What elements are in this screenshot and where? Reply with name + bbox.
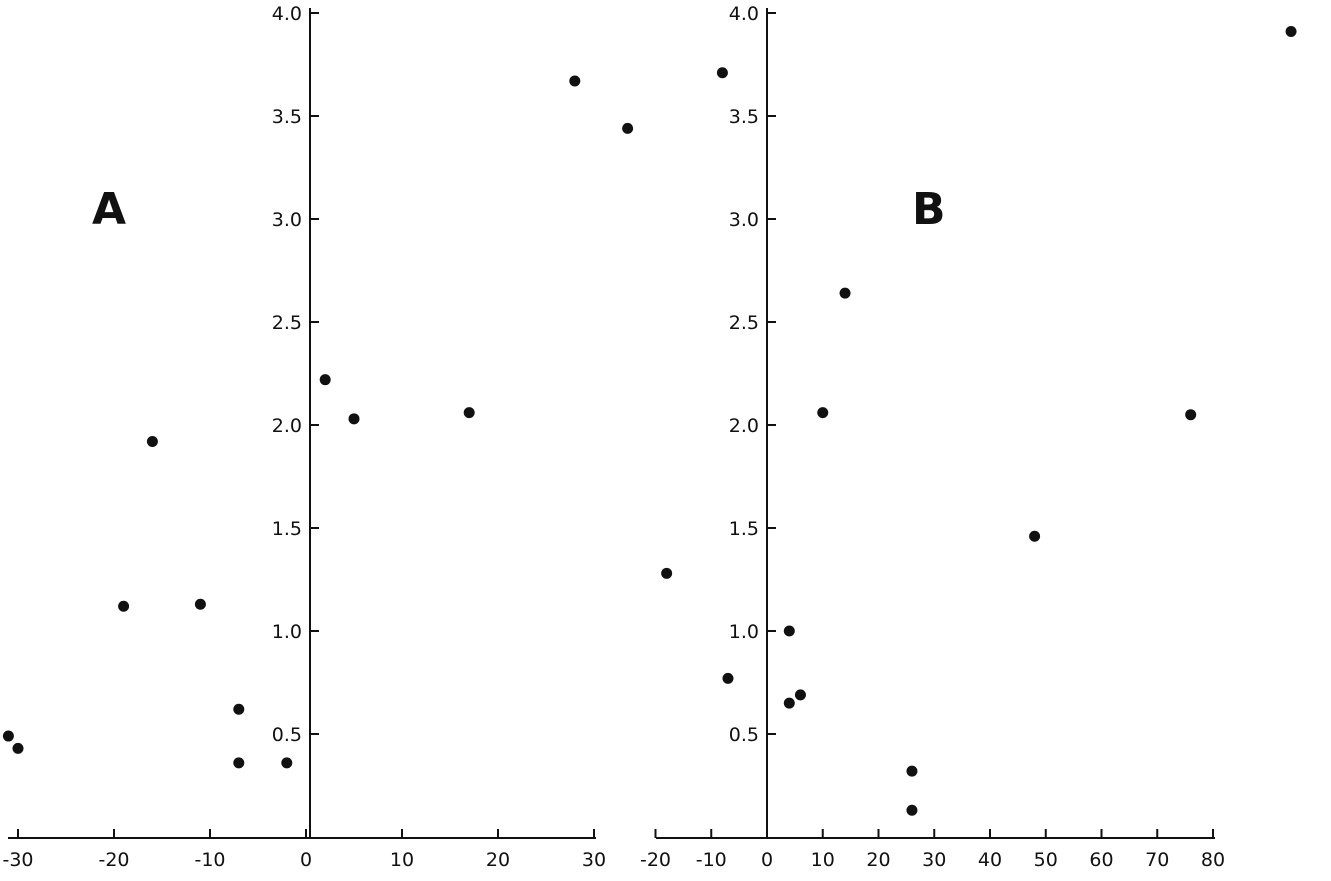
panel-b-data-point xyxy=(906,765,918,777)
panel-b-data-point xyxy=(906,804,918,816)
panel-a-data-point xyxy=(233,757,245,769)
panel-b-x-tick-label: -10 xyxy=(696,849,727,871)
panel-a-y-tick-label: 2.5 xyxy=(272,312,302,334)
panel-a-y-tick-label: 1.5 xyxy=(272,518,302,540)
panel-a-y-tick-label: 2.0 xyxy=(272,415,302,437)
panel-a-x-tick-label: 10 xyxy=(390,849,414,871)
panel-b-y-tick-label: 3.5 xyxy=(729,106,759,128)
panel-a-data-point xyxy=(348,413,360,425)
panel-b-data-point xyxy=(1185,409,1197,421)
panel-a-x-tick-label: -10 xyxy=(194,849,225,871)
panel-b-y-tick-label: 4.0 xyxy=(729,3,759,25)
panel-b-y-tick-label: 3.0 xyxy=(729,209,759,231)
panel-b-data-point xyxy=(622,122,634,134)
panel-b-label: B xyxy=(912,184,946,235)
panel-b-x-tick-label: 40 xyxy=(978,849,1002,871)
panel-b-y-tick-label: 0.5 xyxy=(729,724,759,746)
panel-a-y-tick-label: 1.0 xyxy=(272,621,302,643)
panel-a-data-point xyxy=(463,407,475,419)
panel-b-x-tick-label: 80 xyxy=(1201,849,1225,871)
panel-b-x-tick-label: 20 xyxy=(866,849,890,871)
panel-b-x-tick-label: -20 xyxy=(640,849,671,871)
panel-b-x-tick-label: 70 xyxy=(1145,849,1169,871)
panel-a-data-point xyxy=(233,703,245,715)
panel-a-data-point xyxy=(118,600,130,612)
panel-a-data-point xyxy=(2,730,14,742)
panel-b-data-point xyxy=(783,697,795,709)
panel-b-x-tick-label: 50 xyxy=(1034,849,1058,871)
panel-b-data-point xyxy=(1285,26,1297,38)
panel-a-data-point xyxy=(281,757,293,769)
panel-b-y-tick-label: 1.5 xyxy=(729,518,759,540)
panel-a-y-tick-label: 3.0 xyxy=(272,209,302,231)
panel-b-y-tick-label: 2.5 xyxy=(729,312,759,334)
panel-b-y-tick-label: 1.0 xyxy=(729,621,759,643)
panel-b-data-point xyxy=(783,625,795,637)
panel-b-y-tick-label: 2.0 xyxy=(729,415,759,437)
panel-b-data-point xyxy=(722,672,734,684)
panel-b-x-tick-label: 0 xyxy=(761,849,773,871)
panel-a-x-tick-label: -20 xyxy=(98,849,129,871)
panel-a-y-tick-label: 0.5 xyxy=(272,724,302,746)
panel-a-x-tick-label: -30 xyxy=(2,849,33,871)
panel-a-data-point xyxy=(569,75,581,87)
panel-a-y-tick-label: 4.0 xyxy=(272,3,302,25)
panel-a-label: A xyxy=(92,184,126,235)
panel-a-data-point xyxy=(12,742,24,754)
panel-b-x-tick-label: 30 xyxy=(922,849,946,871)
scatter-panel-a: 0.5 1.0 1.5 2.0 2.5 3.0 3.5 4.0 -30 -20 -10 0 10 20 30… xyxy=(2,3,606,871)
panel-a-x-tick-label: 20 xyxy=(486,849,510,871)
panel-a-data-point xyxy=(319,374,331,386)
panel-b-data-point xyxy=(839,287,851,299)
panel-a-y-tick-label: 3.5 xyxy=(272,106,302,128)
panel-b-data-point xyxy=(661,567,673,579)
panel-b-x-tick-label: 60 xyxy=(1089,849,1113,871)
panel-b-data-point xyxy=(716,67,728,79)
panel-b-data-point xyxy=(1029,530,1041,542)
panel-a-data-point xyxy=(194,598,206,610)
panel-b-data-point xyxy=(817,407,829,419)
panel-a-x-tick-label: 30 xyxy=(582,849,606,871)
panel-b-x-tick-label: 10 xyxy=(811,849,835,871)
panel-b-data-point xyxy=(794,689,806,701)
panel-a-data-point xyxy=(146,435,158,447)
panel-a-x-tick-label: 0 xyxy=(300,849,312,871)
scatter-panel-b: 0.5 1.0 1.5 2.0 2.5 3.0 3.5 4.0 -20 -10 0 10 20 30 40 5… xyxy=(622,3,1297,871)
